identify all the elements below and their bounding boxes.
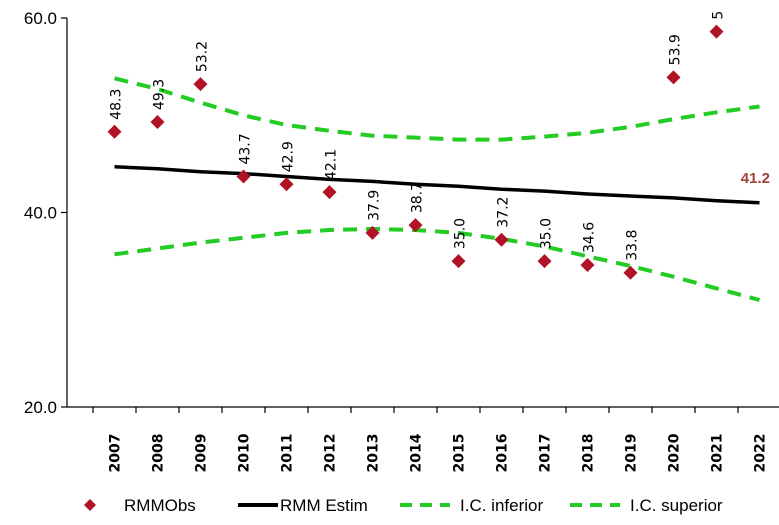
rmmobs-point bbox=[322, 185, 337, 200]
x-tick-label: 2012 bbox=[323, 434, 339, 473]
legend: RMMObs RMM Estim I.C. inferior I.C. superio… bbox=[84, 496, 723, 515]
axes: 20.0 40.0 60.0 2007 2008 2009 2010 2011 2012 2013… bbox=[24, 9, 779, 472]
rmmobs-point bbox=[193, 77, 208, 92]
x-tick-label: 2010 bbox=[237, 433, 253, 472]
rmmobs-point bbox=[107, 124, 122, 139]
rmmobs-point bbox=[236, 169, 251, 184]
y-tick-label: 20.0 bbox=[24, 398, 57, 417]
rmmobs-point bbox=[666, 70, 681, 85]
series-layer bbox=[107, 24, 761, 302]
rmmobs-point bbox=[150, 115, 165, 130]
x-tick-label: 2018 bbox=[581, 434, 597, 473]
rmmobs-data-label: 48.3 bbox=[109, 89, 125, 120]
rmmobs-data-label: 38.7 bbox=[410, 182, 426, 213]
y-tick-label: 60.0 bbox=[24, 9, 57, 28]
x-tick-label: 2021 bbox=[710, 434, 726, 473]
rmmobs-data-label: 53.2 bbox=[195, 41, 211, 72]
legend-label: RMM Estim bbox=[280, 496, 368, 515]
series-line-rmm-estim bbox=[114, 165, 760, 205]
x-tick-label: 2009 bbox=[194, 434, 210, 473]
rmmobs-data-label: 5 bbox=[711, 11, 727, 20]
legend-item: I.C. inferior bbox=[400, 496, 543, 515]
rmmobs-data-label: 53.9 bbox=[668, 34, 684, 65]
rmmobs-data-label: 34.6 bbox=[582, 222, 598, 253]
rmmobs-data-label: 37.9 bbox=[367, 190, 383, 221]
rmmobs-data-label: 37.2 bbox=[496, 197, 512, 228]
x-tick-label: 2016 bbox=[495, 434, 511, 473]
x-tick-label: 2022 bbox=[753, 434, 769, 473]
rmmobs-point bbox=[451, 254, 466, 269]
rmmobs-point bbox=[709, 24, 724, 39]
x-tick-label: 2017 bbox=[538, 434, 554, 473]
rmmobs-point bbox=[537, 254, 552, 269]
rmmobs-point bbox=[494, 232, 509, 247]
rmmobs-point bbox=[623, 265, 638, 280]
series-line-ic-superior bbox=[114, 226, 761, 302]
x-tick-label: 2014 bbox=[409, 433, 425, 472]
legend-label: I.C. inferior bbox=[460, 496, 543, 515]
rmmobs-data-label: 35.0 bbox=[453, 218, 469, 249]
rmmobs-point bbox=[279, 177, 294, 192]
rmmobs-data-label: 35.0 bbox=[539, 218, 555, 249]
rmmobs-data-label: 43.7 bbox=[238, 133, 254, 164]
y-tick-label: 40.0 bbox=[24, 204, 57, 223]
rmmobs-point bbox=[365, 225, 380, 240]
data-labels: 41.2 48.3 49.3 53.2 43.7 42.9 42.1 37.9 38.7 35.0… bbox=[109, 11, 771, 261]
x-tick-label: 2007 bbox=[108, 434, 124, 473]
rmm-estim-end-label: 41.2 bbox=[741, 170, 770, 187]
legend-label: I.C. superior bbox=[630, 496, 723, 515]
rmmobs-data-label: 42.1 bbox=[324, 149, 340, 180]
legend-item: RMM Estim bbox=[238, 496, 368, 515]
x-tick-label: 2015 bbox=[452, 434, 468, 473]
x-tick-label: 2011 bbox=[280, 434, 296, 473]
x-tick-label: 2013 bbox=[366, 434, 382, 473]
rmmobs-point bbox=[408, 218, 423, 233]
x-tick-label: 2019 bbox=[624, 434, 640, 473]
rmmobs-data-label: 49.3 bbox=[152, 79, 168, 110]
rmmobs-data-label: 33.8 bbox=[625, 230, 641, 261]
legend-item: RMMObs bbox=[84, 496, 196, 515]
legend-label: RMMObs bbox=[124, 496, 196, 515]
x-tick-label: 2020 bbox=[667, 433, 683, 472]
rmmobs-data-label: 42.9 bbox=[281, 141, 297, 172]
rmmobs-point bbox=[580, 258, 595, 273]
x-tick-label: 2008 bbox=[151, 434, 167, 473]
legend-symbol-diamond bbox=[84, 499, 96, 511]
series-line-ic-inferior bbox=[114, 76, 760, 142]
legend-item: I.C. superior bbox=[570, 496, 723, 515]
